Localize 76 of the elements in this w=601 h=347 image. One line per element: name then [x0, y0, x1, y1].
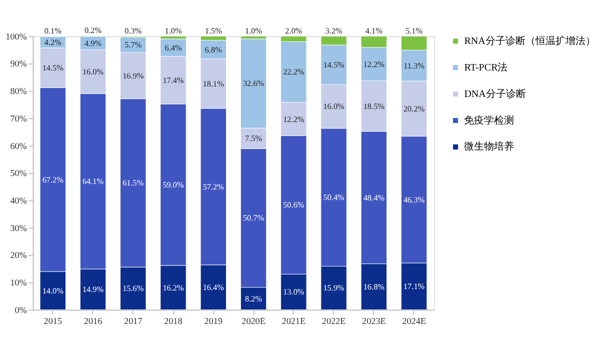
x-tick-label: 2024E: [402, 316, 426, 326]
data-label: 14.9%: [82, 285, 104, 294]
data-label: 50.7%: [242, 214, 264, 223]
x-tick-label: 2020E: [242, 316, 266, 326]
y-tick-label: 60%: [10, 140, 28, 151]
data-label: 11.3%: [404, 61, 425, 70]
legend-label: RT-PCR法: [464, 61, 508, 74]
data-label: 50.6%: [283, 200, 304, 210]
x-tick-label: 2016: [84, 316, 103, 326]
x-tick-label: 2022E: [322, 316, 346, 326]
data-label: 0.2%: [84, 26, 102, 36]
data-label: 20.2%: [403, 104, 425, 114]
data-label: 16.9%: [122, 71, 144, 80]
data-label: 3.2%: [325, 26, 342, 36]
y-tick-label: 20%: [10, 250, 28, 260]
y-tick-label: 30%: [10, 222, 28, 233]
data-label: 14.5%: [42, 63, 64, 72]
data-label: 50.4%: [323, 193, 345, 202]
data-label: 5.1%: [406, 26, 423, 36]
data-label: 13.0%: [283, 288, 304, 297]
data-label: 0.1%: [44, 26, 62, 36]
x-tick-label: 2021E: [282, 316, 306, 326]
data-label: 6.8%: [204, 45, 222, 54]
data-label: 18.5%: [363, 102, 385, 111]
y-tick-label: 80%: [10, 86, 28, 96]
data-label: 2.0%: [285, 26, 302, 36]
data-label: 15.6%: [122, 284, 144, 294]
data-label: 59.0%: [162, 180, 184, 190]
y-tick-label: 50%: [10, 168, 28, 178]
x-tick-label: 2015: [44, 316, 62, 326]
x-tick-label: 2023E: [362, 316, 386, 326]
y-tick-label: 40%: [10, 196, 28, 206]
data-label: 16.0%: [82, 67, 104, 76]
data-label: 16.8%: [363, 282, 385, 292]
x-tick-label: 2017: [124, 316, 143, 326]
data-label: 1.5%: [204, 26, 222, 36]
data-label: 17.1%: [403, 282, 425, 292]
data-label: 48.4%: [363, 193, 385, 202]
data-label: 14.5%: [323, 60, 345, 70]
legend-label: RNA分子诊断（恒温扩增法）: [464, 34, 596, 47]
data-label: 7.5%: [245, 134, 262, 144]
legend-label: DNA分子诊断: [464, 88, 526, 100]
legend-label: 微生物培养: [464, 140, 514, 153]
data-label: 15.9%: [323, 284, 345, 293]
data-label: 64.1%: [82, 177, 104, 186]
data-label: 17.4%: [162, 76, 184, 85]
y-tick-label: 70%: [10, 113, 28, 124]
data-label: 67.2%: [42, 175, 64, 184]
data-label: 61.5%: [122, 178, 144, 188]
data-label: 6.4%: [164, 43, 182, 52]
data-label: 32.6%: [242, 79, 264, 88]
data-label: 1.0%: [245, 26, 262, 36]
data-label: 1.0%: [164, 26, 182, 36]
y-tick-label: 90%: [10, 58, 28, 69]
y-tick-label: 10%: [10, 278, 28, 288]
data-label: 4.1%: [365, 26, 383, 36]
data-label: 16.4%: [202, 283, 224, 292]
data-label: 8.2%: [245, 294, 262, 304]
data-label: 57.2%: [202, 182, 224, 192]
x-tick-label: 2018: [164, 316, 183, 326]
data-label: 5.7%: [124, 40, 142, 50]
y-tick-label: 0%: [14, 304, 28, 315]
data-label: 4.9%: [84, 38, 102, 48]
x-tick-label: 2019: [204, 316, 223, 326]
legend-label: 免疫学检测: [464, 114, 514, 126]
data-label: 46.3%: [403, 195, 425, 204]
data-label: 18.1%: [202, 79, 224, 88]
data-label: 16.0%: [323, 102, 345, 112]
data-label: 16.2%: [162, 283, 184, 292]
data-label: 4.2%: [44, 38, 62, 47]
data-label: 22.2%: [283, 68, 304, 77]
data-label: 0.3%: [124, 26, 142, 36]
y-tick-label: 100%: [6, 31, 28, 42]
data-label: 12.2%: [363, 60, 385, 69]
data-label: 12.2%: [283, 114, 304, 124]
data-label: 14.0%: [42, 286, 64, 296]
